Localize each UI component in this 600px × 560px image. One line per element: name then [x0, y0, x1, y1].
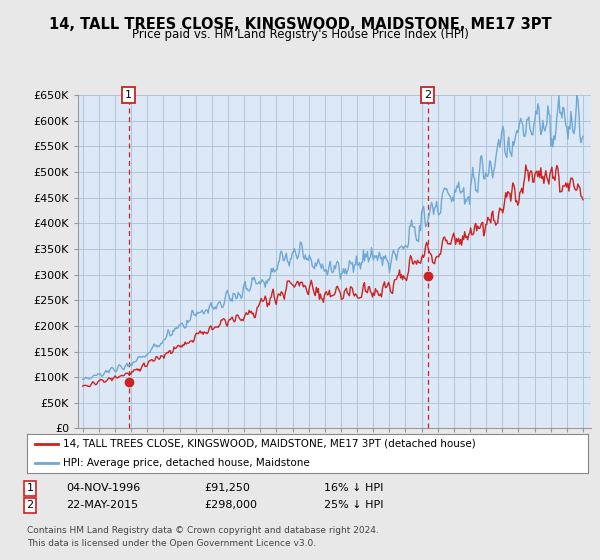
Text: 14, TALL TREES CLOSE, KINGSWOOD, MAIDSTONE, ME17 3PT (detached house): 14, TALL TREES CLOSE, KINGSWOOD, MAIDSTO…: [64, 439, 476, 449]
Text: 2: 2: [26, 500, 34, 510]
Text: £298,000: £298,000: [204, 500, 257, 510]
Text: 04-NOV-1996: 04-NOV-1996: [66, 483, 140, 493]
Text: £91,250: £91,250: [204, 483, 250, 493]
Text: 2: 2: [424, 90, 431, 100]
Text: 14, TALL TREES CLOSE, KINGSWOOD, MAIDSTONE, ME17 3PT: 14, TALL TREES CLOSE, KINGSWOOD, MAIDSTO…: [49, 17, 551, 32]
Text: HPI: Average price, detached house, Maidstone: HPI: Average price, detached house, Maid…: [64, 459, 310, 468]
Text: 1: 1: [26, 483, 34, 493]
Text: Price paid vs. HM Land Registry's House Price Index (HPI): Price paid vs. HM Land Registry's House …: [131, 28, 469, 41]
Text: 16% ↓ HPI: 16% ↓ HPI: [324, 483, 383, 493]
Text: 25% ↓ HPI: 25% ↓ HPI: [324, 500, 383, 510]
Text: Contains HM Land Registry data © Crown copyright and database right 2024.
This d: Contains HM Land Registry data © Crown c…: [27, 526, 379, 548]
Text: 22-MAY-2015: 22-MAY-2015: [66, 500, 138, 510]
Text: 1: 1: [125, 90, 132, 100]
